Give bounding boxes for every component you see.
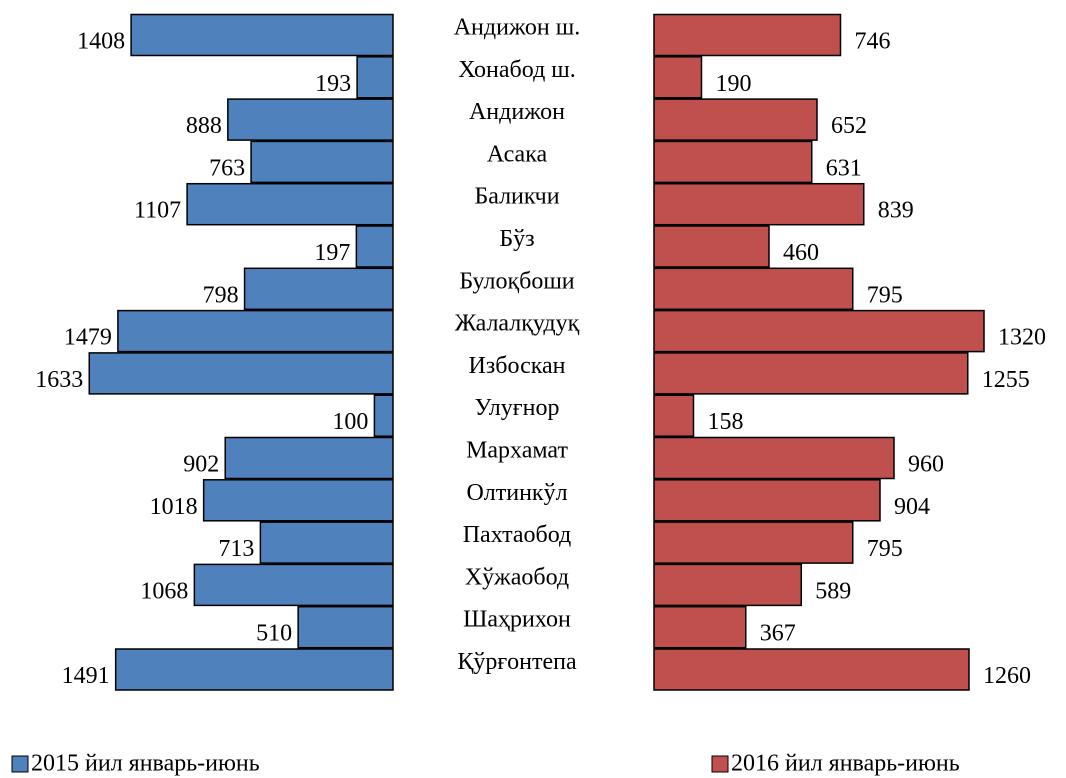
bar xyxy=(227,98,394,141)
bar xyxy=(186,182,394,226)
legend-label: 2015 йил январь-июнь xyxy=(31,751,260,777)
bar xyxy=(130,13,394,57)
bar xyxy=(653,309,985,353)
bar xyxy=(653,56,703,99)
bar xyxy=(653,140,813,184)
category-label: Андижон ш. xyxy=(454,15,581,41)
bar xyxy=(653,13,842,57)
value-label: 1479 xyxy=(64,325,112,351)
bar xyxy=(653,225,770,268)
value-label: 589 xyxy=(815,578,851,604)
bar xyxy=(193,563,394,607)
bar xyxy=(202,479,394,522)
bar xyxy=(355,225,394,268)
legend-label: 2016 йил январь-июнь xyxy=(731,751,960,777)
value-label: 631 xyxy=(826,155,862,181)
value-label: 904 xyxy=(894,494,930,520)
bar xyxy=(653,479,881,522)
value-label: 510 xyxy=(256,621,292,647)
value-label: 763 xyxy=(209,155,245,181)
value-label: 798 xyxy=(203,282,239,308)
bar xyxy=(224,436,394,480)
category-label: Хонабод ш. xyxy=(458,57,576,83)
bar xyxy=(88,352,394,395)
bar xyxy=(653,521,854,564)
value-label: 795 xyxy=(867,282,903,308)
value-label: 652 xyxy=(831,113,867,139)
bar xyxy=(653,648,970,691)
value-label: 1068 xyxy=(140,578,188,604)
value-label: 1491 xyxy=(62,663,110,689)
bar xyxy=(653,605,747,649)
category-label: Мархамат xyxy=(466,438,568,464)
category-label: Булоқбоши xyxy=(459,268,574,294)
bar xyxy=(653,563,802,607)
value-label: 839 xyxy=(878,198,914,224)
category-label: Улуғнор xyxy=(475,395,560,421)
value-label: 746 xyxy=(855,29,891,55)
bar xyxy=(297,605,394,649)
bar xyxy=(653,394,695,437)
bar xyxy=(259,521,394,564)
value-label: 158 xyxy=(708,409,744,435)
category-label: Шаҳрихон xyxy=(463,607,571,633)
value-label: 100 xyxy=(332,409,368,435)
category-label: Олтинкўл xyxy=(466,480,567,506)
value-label: 1320 xyxy=(998,325,1046,351)
value-label: 1260 xyxy=(983,663,1031,689)
value-label: 460 xyxy=(783,240,819,266)
value-label: 1255 xyxy=(982,367,1030,393)
bar xyxy=(653,98,818,141)
category-label: Баликчи xyxy=(474,184,559,210)
legend-swatch xyxy=(711,755,729,773)
value-label: 795 xyxy=(867,536,903,562)
value-label: 713 xyxy=(218,536,254,562)
category-label: Избоскан xyxy=(468,353,565,379)
value-label: 367 xyxy=(760,621,796,647)
bar xyxy=(653,352,969,395)
bar xyxy=(653,267,854,311)
value-label: 960 xyxy=(908,452,944,478)
bar xyxy=(117,309,394,353)
category-label: Асака xyxy=(487,141,548,167)
value-label: 190 xyxy=(716,71,752,97)
value-label: 193 xyxy=(315,71,351,97)
bar xyxy=(114,648,394,691)
bar xyxy=(356,56,394,99)
category-label: Жалалқудуқ xyxy=(455,311,580,337)
bar xyxy=(243,267,394,311)
bar xyxy=(653,436,895,480)
value-label: 1408 xyxy=(77,29,125,55)
category-label: Андижон xyxy=(469,99,565,125)
value-label: 888 xyxy=(186,113,222,139)
value-label: 902 xyxy=(183,452,219,478)
category-label: Бўз xyxy=(499,226,534,252)
bar xyxy=(373,394,394,437)
value-label: 1018 xyxy=(150,494,198,520)
category-label: Хўжаобод xyxy=(465,564,569,590)
value-label: 1107 xyxy=(134,198,181,224)
bar xyxy=(250,140,394,184)
category-label: Пахтаобод xyxy=(463,522,572,548)
value-label: 197 xyxy=(314,240,350,266)
bar xyxy=(653,182,865,226)
legend-swatch xyxy=(11,755,29,773)
category-label: Қўрғонтепа xyxy=(457,649,577,675)
value-label: 1633 xyxy=(35,367,83,393)
